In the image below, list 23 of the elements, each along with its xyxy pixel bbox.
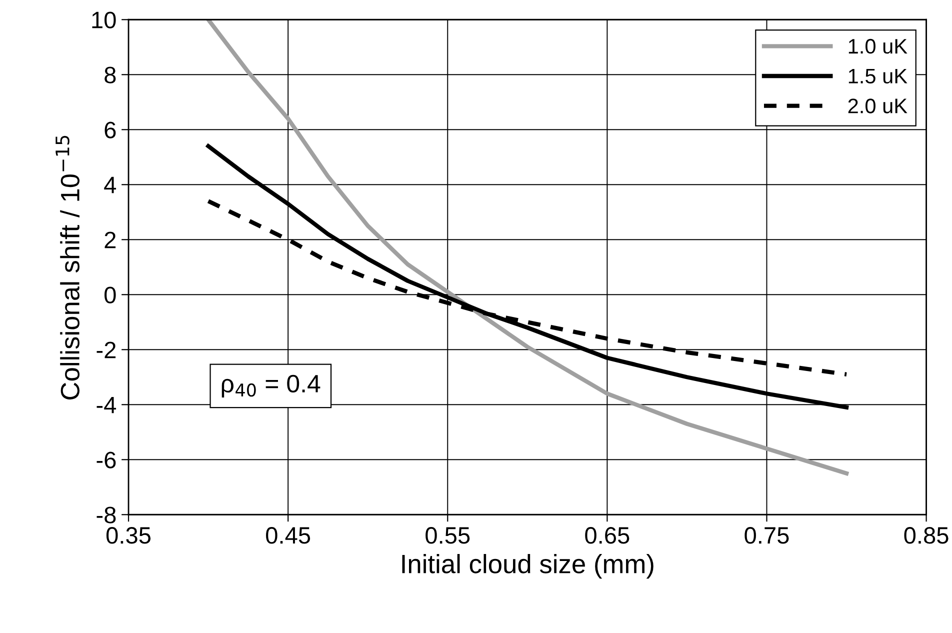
y-tick-label: 10: [92, 12, 116, 28]
legend-label: 1.5 uK: [848, 68, 908, 84]
y-tick-label: 4: [104, 176, 116, 194]
y-tick-label: 0: [104, 286, 116, 304]
y-tick-label: 6: [104, 122, 116, 138]
x-tick-label: 0.45: [266, 527, 310, 544]
x-tick-label: 0.35: [106, 527, 151, 544]
y-axis-title: Collisional shift / 10$^{−15}$: [56, 136, 80, 400]
legend-label: 1.0 uK: [848, 38, 908, 54]
x-tick-label: 0.85: [904, 527, 948, 544]
line-series: [206, 20, 849, 476]
y-tick-label: -8: [96, 506, 116, 524]
x-tick-label: 0.65: [585, 527, 630, 544]
y-tick-label: 8: [104, 66, 116, 84]
legend-label: 2.0 uK: [848, 98, 908, 114]
annotation: ρ$_{40}$ = 0.4: [222, 374, 320, 398]
x-axis-title: Initial cloud size (mm): [402, 554, 654, 579]
y-tick-label: -4: [96, 396, 116, 414]
x-tick-label: 0.75: [744, 527, 789, 544]
y-tick-label: 2: [104, 232, 116, 248]
y-tick-label: -2: [96, 342, 116, 358]
y-tick-label: -6: [96, 452, 116, 468]
x-tick-label: 0.55: [426, 527, 470, 544]
